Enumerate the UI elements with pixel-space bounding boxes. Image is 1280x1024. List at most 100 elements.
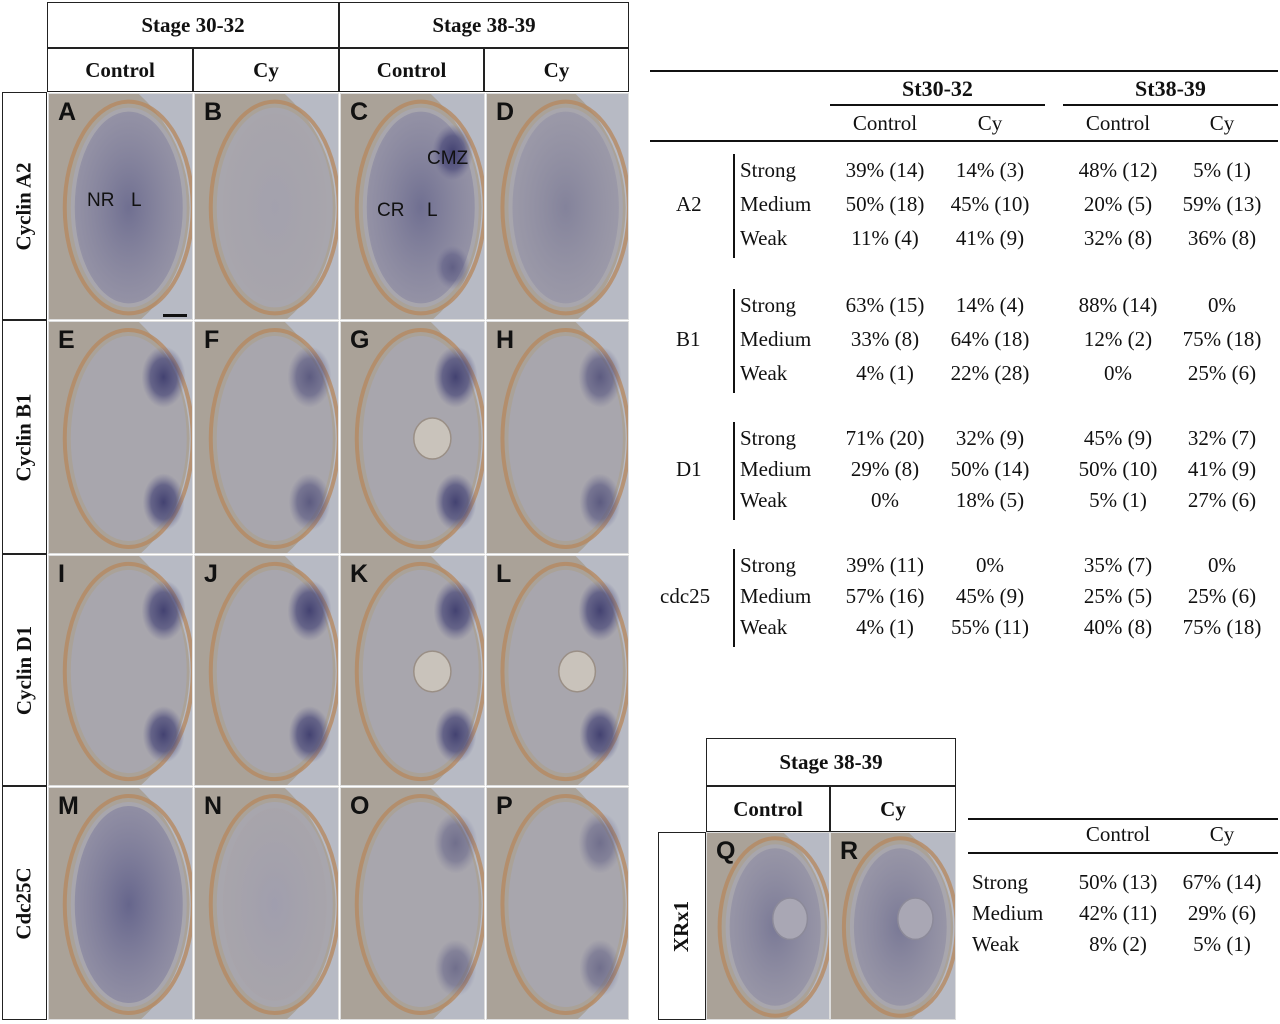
table-cell: 59% (13)	[1182, 192, 1262, 216]
condition-header-control-1: Control	[47, 48, 193, 92]
retina-stain	[222, 113, 327, 302]
cmz-stain	[435, 245, 471, 290]
cmz-stain	[287, 580, 332, 642]
cmz-stain	[433, 580, 478, 642]
panel-letter: I	[58, 560, 65, 588]
row-label-cyclin-b1: Cyclin B1	[2, 320, 47, 554]
image-panel-a: A NR L	[48, 93, 193, 320]
table-cell: 0%	[1208, 293, 1236, 317]
panel-letter: L	[496, 560, 512, 588]
panel-letter: O	[350, 792, 370, 820]
cmz-stain	[434, 706, 477, 763]
cmz-stain	[141, 580, 186, 642]
cmz-stain	[578, 346, 622, 408]
xrx1-table-cell: 8% (2)	[1089, 932, 1147, 956]
table-level-label: Weak	[740, 488, 788, 512]
image-panel-o: O	[340, 787, 485, 1020]
row-label-text: Cyclin D1	[12, 625, 36, 715]
annotation-cmz: CMZ	[427, 148, 469, 169]
table-cell: 40% (8)	[1083, 615, 1153, 639]
cmz-stain	[142, 473, 185, 531]
image-panel-k: K	[340, 555, 485, 786]
table-cell: 18% (5)	[955, 488, 1025, 512]
table-col-header: Control	[1085, 111, 1151, 135]
image-panel-g: G	[340, 321, 485, 554]
table-cell: 14% (4)	[955, 293, 1025, 317]
row-label-text: Cyclin B1	[12, 392, 36, 482]
table-cell: 39% (14)	[845, 158, 925, 182]
table-cell: 39% (11)	[846, 553, 924, 577]
lens	[413, 650, 452, 693]
stage-header-38-39: Stage 38-39	[339, 2, 629, 48]
eye-outline	[208, 794, 338, 1015]
image-panel-r: R	[830, 832, 956, 1020]
eye-outline	[354, 794, 484, 1015]
panel-letter: K	[350, 560, 369, 588]
eye-outline	[62, 99, 192, 316]
image-panel-j: J	[194, 555, 339, 786]
eye-outline	[717, 836, 829, 1018]
table-cell: 29% (8)	[850, 457, 920, 481]
cmz-stain	[288, 473, 331, 531]
lens	[558, 650, 597, 693]
table-cell: 0%	[871, 488, 899, 512]
image-panel-f: F	[194, 321, 339, 554]
cmz-stain	[433, 346, 478, 408]
table-cell: 45% (9)	[955, 584, 1025, 608]
image-panel-p: P	[486, 787, 629, 1020]
table-level-label: Weak	[740, 226, 788, 250]
image-panel-h: H	[486, 321, 629, 554]
cmz-stain	[142, 706, 185, 763]
xrx1-table-cell: 5% (1)	[1193, 932, 1251, 956]
image-panel-q: Q	[706, 832, 830, 1020]
xrx1-table-top-rule	[968, 818, 1278, 820]
table-col-header: Control	[852, 111, 918, 135]
eye-outline	[354, 99, 484, 316]
annotation-cr: CR	[377, 200, 405, 221]
cmz-stain	[579, 473, 621, 531]
image-panel-n: N	[194, 787, 339, 1020]
eye-outline	[354, 328, 484, 549]
table-cell: 50% (10)	[1078, 457, 1158, 481]
table-gene-label: A2	[676, 192, 702, 216]
cmz-stain	[434, 473, 477, 531]
table-cell: 27% (6)	[1187, 488, 1257, 512]
xrx1-stage-header: Stage 38-39	[706, 738, 956, 786]
eye-outline	[500, 561, 628, 782]
eye-outline	[62, 561, 192, 782]
image-panel-i: I	[48, 555, 193, 786]
table-cell: 57% (16)	[845, 584, 925, 608]
annotation-l: L	[427, 200, 438, 221]
table-cell: 50% (14)	[950, 457, 1030, 481]
table-cell: 36% (8)	[1187, 226, 1257, 250]
eye-outline	[500, 794, 628, 1015]
table-cell: 63% (15)	[845, 293, 925, 317]
eye-outline	[500, 99, 628, 316]
xrx1-row-label: XRx1	[658, 832, 706, 1020]
panel-letter: P	[496, 792, 513, 820]
row-label-text: XRx1	[669, 900, 694, 952]
table-header-rule	[650, 140, 1278, 142]
panel-letter: E	[58, 326, 75, 354]
table-cell: 0%	[1208, 553, 1236, 577]
panel-letter: G	[350, 326, 370, 354]
table-level-label: Medium	[740, 192, 812, 216]
table-cell: 48% (12)	[1078, 158, 1158, 182]
xrx1-level-label: Strong	[972, 870, 1029, 894]
panel-letter: J	[204, 560, 218, 588]
retina-stain	[74, 111, 183, 304]
eye-outline	[208, 328, 338, 549]
lens	[897, 897, 934, 941]
xrx1-table-cell: 50% (13)	[1078, 870, 1158, 894]
panel-letter: A	[58, 98, 77, 126]
image-panel-e: E	[48, 321, 193, 554]
lens	[771, 897, 809, 941]
table-cell: 5% (1)	[1193, 158, 1251, 182]
scale-bar	[163, 314, 187, 317]
table-level-label: Strong	[740, 158, 797, 182]
table-cell: 25% (6)	[1187, 584, 1257, 608]
table-cell: 20% (5)	[1083, 192, 1153, 216]
xrx1-level-label: Medium	[972, 901, 1044, 925]
table-level-label: Medium	[740, 584, 812, 608]
table-cell: 11% (4)	[851, 226, 919, 250]
